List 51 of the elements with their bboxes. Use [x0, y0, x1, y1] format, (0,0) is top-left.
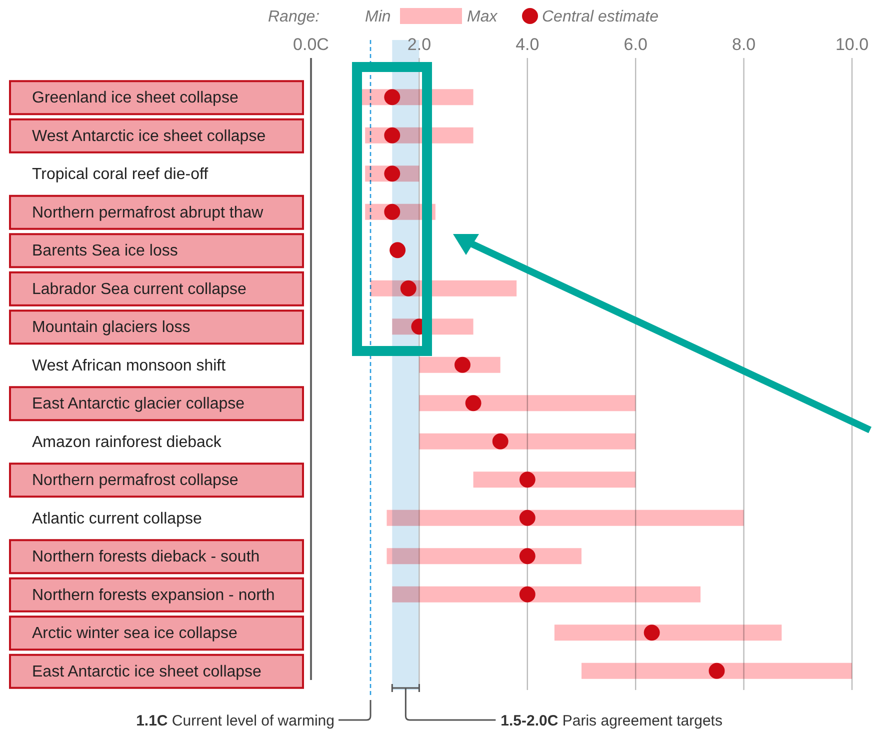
point [492, 433, 508, 450]
y-tick-label: Northern permafrost abrupt thaw [32, 204, 264, 222]
point [708, 662, 725, 679]
point [390, 242, 406, 258]
point [465, 395, 482, 412]
bar [554, 624, 782, 641]
text: Min [365, 8, 391, 26]
bar [419, 433, 636, 450]
bar [419, 395, 636, 412]
x-tick-label: 4.0 [516, 35, 540, 54]
point [384, 89, 400, 106]
ref-line-label: 1.1C Current level of warming [136, 712, 335, 730]
y-tick-label: Barents Sea ice loss [32, 242, 178, 260]
y-tick-label: Amazon rainforest dieback [32, 434, 222, 451]
y-tick-label: Tropical coral reef die-off [32, 166, 209, 184]
point [519, 472, 536, 488]
x-tick-label: 0.0C [293, 35, 329, 54]
y-tick-label: Atlantic current collapse [32, 510, 202, 528]
y-tick-label: Arctic winter sea ice collapse [32, 625, 238, 642]
bar [473, 472, 636, 488]
x-tick-label: 6.0 [624, 35, 648, 54]
y-tick-label: Labrador Sea current collapse [32, 280, 246, 298]
text: Max [467, 8, 498, 26]
y-tick-label: East Antarctic ice sheet collapse [32, 663, 262, 680]
x-tick-label: 10.0 [835, 35, 869, 54]
point [519, 548, 536, 564]
bar [582, 662, 852, 679]
band-label: 1.5-2.0C Paris agreement targets [500, 712, 722, 730]
bar [386, 510, 744, 526]
x-tick-label: 2.0 [407, 35, 432, 54]
legend-label: Central estimate [542, 8, 659, 26]
bar [392, 586, 701, 602]
y-tick-label: Northern forests expansion - north [32, 586, 275, 604]
y-tick-label: Greenland ice sheet collapse [32, 90, 238, 107]
point [454, 356, 470, 373]
text: Range: [268, 8, 320, 26]
y-tick-label: Northern forests dieback - south [32, 548, 260, 566]
point [400, 280, 416, 296]
y-tick-label: Mountain glaciers loss [32, 319, 190, 336]
point [644, 624, 660, 641]
y-tick-label: West African monsoon shift [32, 357, 226, 374]
x-tick-label: 8.0 [732, 35, 756, 54]
y-tick-label: East Antarctic glacier collapse [32, 396, 245, 413]
y-tick-label: Northern permafrost collapse [32, 472, 238, 490]
y-tick-label: West Antarctic ice sheet collapse [32, 128, 266, 145]
point [519, 510, 536, 526]
bar [386, 548, 582, 564]
point [519, 586, 536, 602]
point [384, 166, 400, 182]
point [384, 127, 400, 144]
point [384, 204, 400, 220]
